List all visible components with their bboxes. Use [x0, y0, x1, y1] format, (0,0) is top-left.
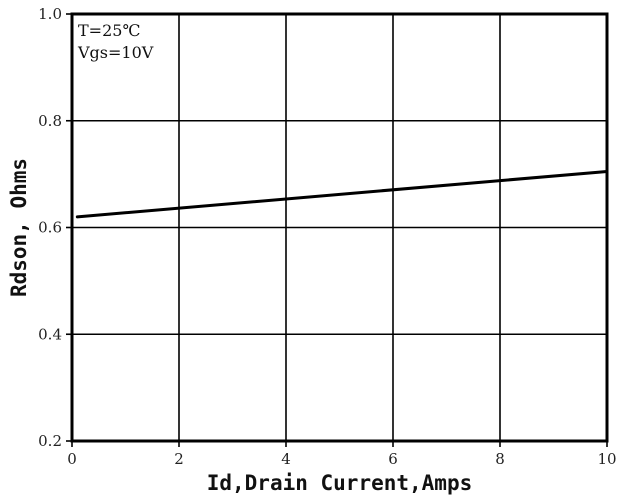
x-axis-ticks: 0 2 4 6 8 10 — [67, 441, 617, 468]
x-tick-label: 8 — [495, 450, 505, 468]
annotation-temperature: T=25℃ — [78, 21, 140, 40]
y-tick-label: 0.8 — [38, 112, 62, 130]
x-tick-label: 6 — [388, 450, 398, 468]
x-tick-label: 2 — [174, 450, 184, 468]
grid-lines — [72, 14, 607, 441]
x-tick-label: 0 — [67, 450, 77, 468]
x-tick-label: 10 — [597, 450, 616, 468]
y-axis-title: Rdson, Ohms — [7, 158, 31, 297]
series-line — [75, 169, 609, 219]
series-layer — [75, 169, 609, 219]
y-tick-label: 0.6 — [38, 219, 62, 237]
y-tick-label: 1.0 — [38, 5, 62, 23]
x-tick-label: 4 — [281, 450, 291, 468]
annotation-gate-voltage: Vgs=10V — [77, 43, 154, 62]
y-tick-label: 0.4 — [38, 325, 62, 343]
y-tick-label: 0.2 — [38, 432, 62, 450]
y-axis-ticks: 0.2 0.4 0.6 0.8 1.0 — [38, 5, 72, 450]
x-axis-title: Id,Drain Current,Amps — [207, 471, 473, 495]
